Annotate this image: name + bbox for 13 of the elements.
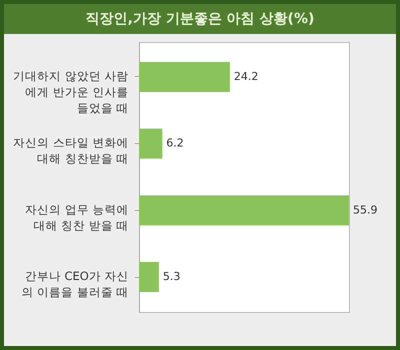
- data-label: 24.2: [234, 70, 258, 83]
- y-tick-label: 기대하지 않았던 사람에게 반가운 인사를 들었을 때: [13, 69, 128, 115]
- y-tick-label: 자신의 업무 능력에 대해 칭찬 받을 때: [25, 202, 128, 232]
- data-label: 55.9: [353, 203, 378, 216]
- chart-title: 직장인,가장 기분좋은 아침 상황(%): [4, 4, 396, 34]
- bar: [139, 195, 349, 226]
- data-label: 5.3: [162, 270, 180, 283]
- y-tick-label: 간부나 CEO가 자신의 이름을 불러줄 때: [22, 269, 128, 299]
- data-label: 6.2: [166, 136, 184, 150]
- bar: [139, 62, 230, 92]
- bar: [139, 262, 159, 292]
- y-tick-label: 자신의 스타일 변화에 대해 칭찬받을 때: [13, 136, 128, 166]
- bar: [139, 128, 162, 159]
